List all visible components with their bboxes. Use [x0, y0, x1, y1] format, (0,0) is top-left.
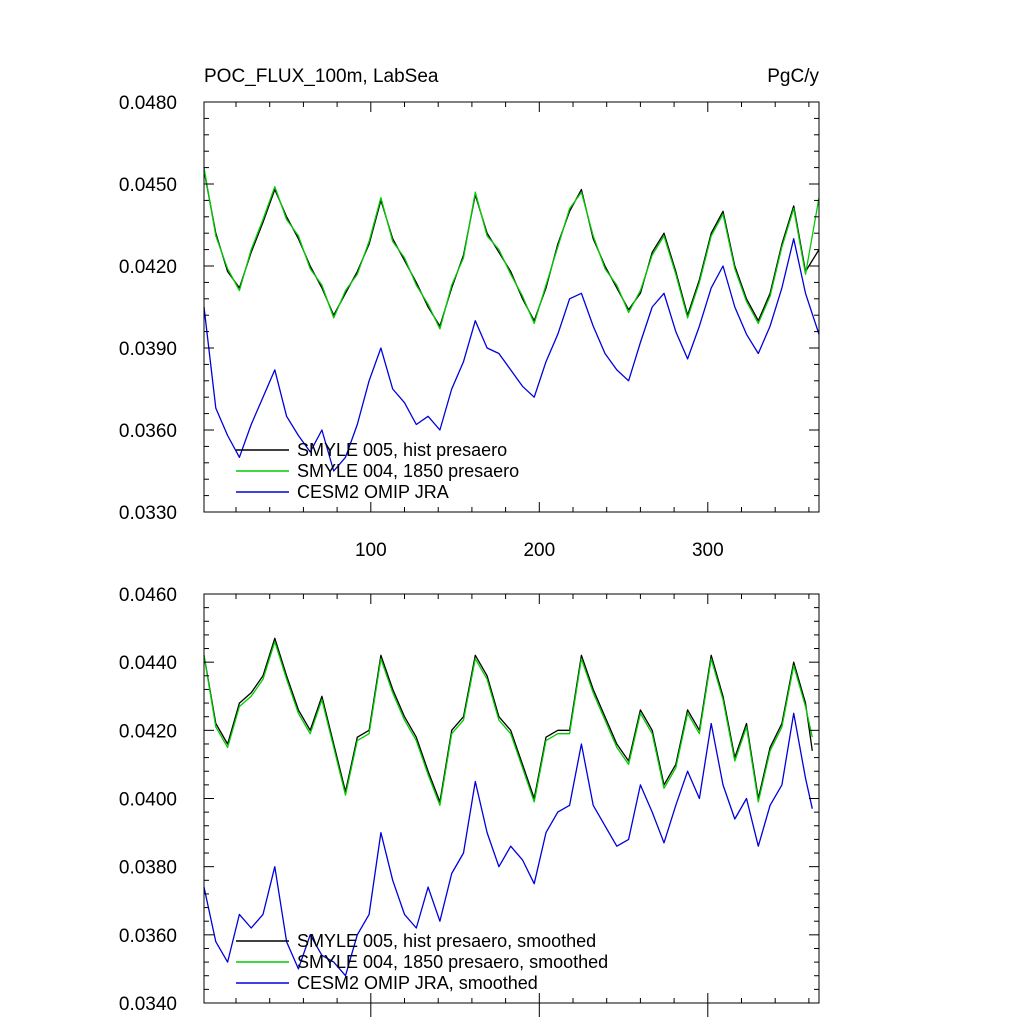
legend-entry-2: SMYLE 004, 1850 presaero — [297, 461, 519, 481]
y-tick-label: 0.0440 — [119, 653, 177, 674]
legend-entry-3: CESM2 OMIP JRA, smoothed — [297, 973, 538, 993]
series-line-2 — [203, 641, 813, 806]
y-tick-label: 0.0360 — [119, 421, 177, 442]
y-tick-label: 0.0330 — [119, 503, 177, 524]
y-tick-label: 0.0380 — [119, 858, 177, 879]
series-line-1 — [203, 637, 813, 803]
y-tick-label: 0.0420 — [119, 721, 177, 742]
x-tick-label: 200 — [523, 540, 555, 561]
y-tick-label: 0.0340 — [119, 994, 177, 1015]
legend-entry-1: SMYLE 005, hist presaero, smoothed — [297, 931, 596, 951]
plot-frame — [203, 101, 820, 513]
y-tick-label: 0.0420 — [119, 257, 177, 278]
y-tick-label: 0.0480 — [119, 93, 177, 114]
legend-entry-2: SMYLE 004, 1850 presaero, smoothed — [297, 952, 608, 972]
x-tick-label: 300 — [692, 540, 724, 561]
series-line-3 — [203, 712, 813, 977]
chart-units: PgC/y — [767, 66, 819, 87]
series-line-2 — [203, 167, 820, 330]
series-line-3 — [203, 238, 820, 472]
legend-entry-1: SMYLE 005, hist presaero — [297, 440, 507, 460]
y-tick-label: 0.0360 — [119, 926, 177, 947]
y-tick-label: 0.0390 — [119, 339, 177, 360]
y-tick-label: 0.0400 — [119, 790, 177, 811]
chart-panel-2: 0.0340 0.0360 0.0380 0.0400 0.0420 0.0440 0.04… — [119, 585, 820, 1017]
chart-panel-1: 0.0330 0.0360 0.0390 0.0420 0.0450 0.0480 100 2… — [119, 66, 820, 561]
series-line-1 — [203, 170, 820, 327]
legend-entry-3: CESM2 OMIP JRA — [297, 482, 449, 502]
chart-title: POC_FLUX_100m, LabSea — [204, 66, 439, 87]
y-tick-label: 0.0460 — [119, 585, 177, 606]
x-tick-label: 100 — [355, 540, 387, 561]
y-tick-label: 0.0450 — [119, 175, 177, 196]
